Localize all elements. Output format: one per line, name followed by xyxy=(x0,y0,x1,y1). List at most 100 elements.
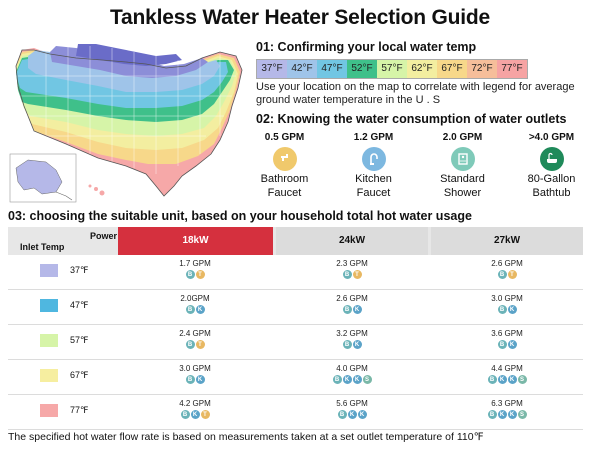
flow-cell: 3.2 GPM B K xyxy=(322,328,382,349)
column-27kw: 27kW xyxy=(431,227,583,255)
inlet-temp: 77℉ xyxy=(70,405,89,415)
table-row: 77℉ 4.2 GPM B K T 5.6 GPM B K K 6.3 GPM B K K S xyxy=(8,395,583,430)
faucet-icon: B xyxy=(487,410,497,419)
section1-heading: 01: Confirming your local water temp xyxy=(256,40,477,54)
flow-rate: 2.6 GPM xyxy=(336,294,368,303)
flow-cell: 3.0 GPM B K xyxy=(165,363,225,384)
flow-rate: 2.6 GPM xyxy=(491,259,523,268)
flow-cell: 3.6 GPM B K xyxy=(477,328,537,349)
inlet-temp: 67℉ xyxy=(70,370,89,380)
flow-cell: 4.2 GPM B K T xyxy=(165,398,225,419)
flow-cell: 2.6 GPM B T xyxy=(477,258,537,279)
outlet-gpm: >4.0 GPM xyxy=(528,132,575,143)
flow-rate: 4.2 GPM xyxy=(179,399,211,408)
faucet-icon: B xyxy=(342,270,352,279)
flow-cell: 2.4 GPM B T xyxy=(165,328,225,349)
legend-cell: 67°F xyxy=(437,60,467,78)
bath-icon: T xyxy=(195,270,205,279)
outlet-gpm: 1.2 GPM xyxy=(353,132,394,143)
bath-icon: T xyxy=(352,270,362,279)
kitchen-icon: K xyxy=(347,410,357,419)
outlet-name-line2: Faucet xyxy=(356,187,391,199)
flow-rate: 6.3 GPM xyxy=(491,399,523,408)
faucet-icon: B xyxy=(180,410,190,419)
bath-icon: T xyxy=(200,410,210,419)
shower-icon xyxy=(450,147,475,171)
flow-cell: 4.4 GPM B K K S xyxy=(477,363,537,384)
kitchen-icon: K xyxy=(357,410,367,419)
bath-icon: T xyxy=(195,340,205,349)
faucet-icon: B xyxy=(337,410,347,419)
flow-rate: 3.2 GPM xyxy=(336,329,368,338)
footnote: The specified hot water flow rate is bas… xyxy=(8,431,484,443)
shower-icon: S xyxy=(517,375,527,384)
legend-cell: 42°F xyxy=(287,60,317,78)
faucet-icon: B xyxy=(332,375,342,384)
faucet-icon: B xyxy=(185,375,195,384)
flow-rate: 5.6 GPM xyxy=(336,399,368,408)
page-title: Tankless Water Heater Selection Guide xyxy=(109,6,491,29)
flow-rate: 2.3 GPM xyxy=(336,259,368,268)
outlet-name-line2: Shower xyxy=(443,187,482,199)
inlet-temp: 47℉ xyxy=(70,300,89,310)
flow-cell: 4.0 GPM B K K S xyxy=(322,363,382,384)
faucet-icon: B xyxy=(342,340,352,349)
faucet-icon: B xyxy=(497,270,507,279)
inlet-temp-label: Inlet Temp xyxy=(20,242,65,252)
temperature-legend: 37°F 42°F 47°F 52°F 57°F 62°F 67°F 72°F 77°F xyxy=(256,59,528,79)
kitchen-icon: K xyxy=(497,410,507,419)
legend-cell: 52°F xyxy=(347,60,377,78)
bath-icon: T xyxy=(507,270,517,279)
table-row: 37℉ 1.7 GPM B T 2.3 GPM B T 2.6 GPM B T xyxy=(8,255,583,290)
faucet-icon: B xyxy=(185,305,195,314)
kitchen-icon: K xyxy=(507,375,517,384)
power-label: Power xyxy=(90,231,118,241)
shower-icon: S xyxy=(362,375,372,384)
flow-cell: 2.3 GPM B T xyxy=(322,258,382,279)
faucet-icon: B xyxy=(342,305,352,314)
temp-swatch xyxy=(40,369,58,382)
flow-rate: 2.4 GPM xyxy=(179,329,211,338)
temp-swatch xyxy=(40,334,58,347)
outlet-gpm: 2.0 GPM xyxy=(442,132,483,143)
faucet-icon xyxy=(272,147,297,171)
flow-rate: 3.0 GPM xyxy=(491,294,523,303)
outlet-name-line2: Faucet xyxy=(267,187,302,199)
table-row: 57℉ 2.4 GPM B T 3.2 GPM B K 3.6 GPM B K xyxy=(8,325,583,360)
faucet-icon: B xyxy=(487,375,497,384)
kitchen-icon: K xyxy=(497,375,507,384)
outlet-name-line2: Bathtub xyxy=(532,187,571,199)
flow-rate: 3.6 GPM xyxy=(491,329,523,338)
legend-cell: 57°F xyxy=(377,60,407,78)
kitchen-icon: K xyxy=(507,340,517,349)
outlet-gpm: 0.5 GPM xyxy=(264,132,305,143)
kitchen-icon: K xyxy=(342,375,352,384)
flow-cell: 6.3 GPM B K K S xyxy=(477,398,537,419)
kitchen-icon: K xyxy=(195,375,205,384)
kitchen-icon: K xyxy=(507,410,517,419)
legend-cell: 47°F xyxy=(317,60,347,78)
temp-swatch xyxy=(40,264,58,277)
flow-cell: 2.6 GPM B K xyxy=(322,293,382,314)
outlet-standard-shower: 2.0 GPM Standard Shower xyxy=(418,132,507,199)
kitchen-icon: K xyxy=(195,305,205,314)
flow-cell: 2.0GPM B K xyxy=(165,293,225,314)
section2-heading: 02: Knowing the water consumption of wat… xyxy=(256,112,567,126)
kitchen-icon: K xyxy=(352,305,362,314)
kitchen-icon: K xyxy=(352,340,362,349)
temp-swatch xyxy=(40,404,58,417)
us-water-temperature-map xyxy=(9,44,243,203)
legend-cell: 72°F xyxy=(467,60,497,78)
temp-swatch xyxy=(40,299,58,312)
flow-rate: 3.0 GPM xyxy=(179,364,211,373)
kitchen-icon: K xyxy=(352,375,362,384)
column-24kw: 24kW xyxy=(276,227,428,255)
outlet-name-line1: Bathroom xyxy=(260,173,309,185)
kitchen-icon: K xyxy=(190,410,200,419)
faucet-icon: B xyxy=(185,340,195,349)
flow-cell: 3.0 GPM B K xyxy=(477,293,537,314)
section3-heading: 03: choosing the suitable unit, based on… xyxy=(8,209,472,223)
table-row: 47℉ 2.0GPM B K 2.6 GPM B K 3.0 GPM B K xyxy=(8,290,583,325)
flow-rate: 4.4 GPM xyxy=(491,364,523,373)
outlet-kitchen-faucet: 1.2 GPM Kitchen Faucet xyxy=(329,132,418,199)
